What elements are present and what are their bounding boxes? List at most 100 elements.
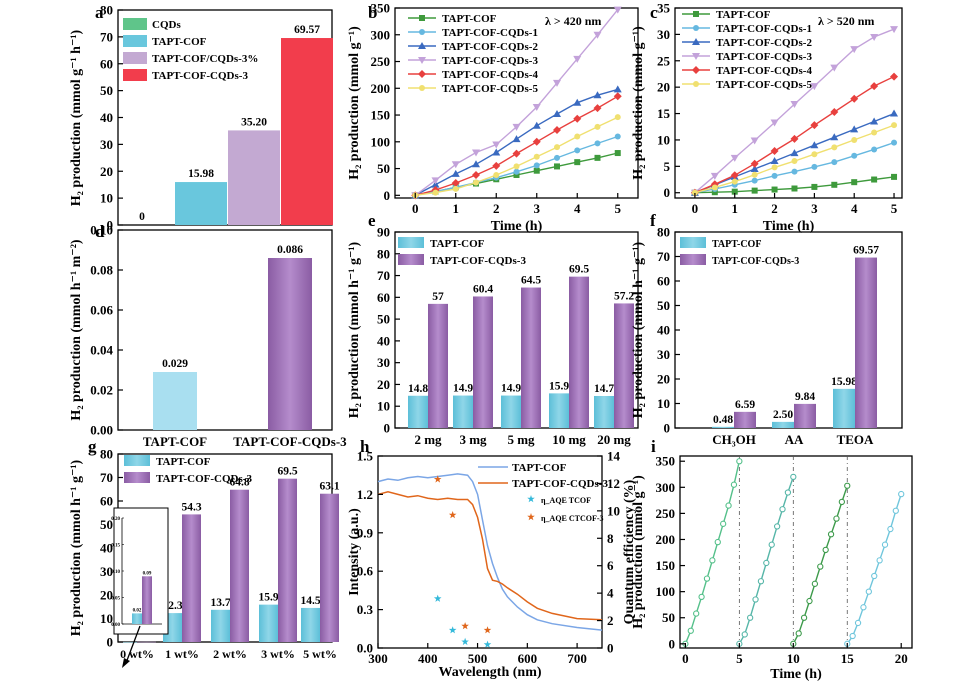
panel-b-point <box>513 171 520 178</box>
panel-i-point <box>887 525 894 533</box>
panel-b-point <box>512 149 521 158</box>
panel-c-point <box>730 171 739 180</box>
panel-b-xlabel: Time (h) <box>491 219 543 234</box>
panel-b-point <box>614 133 621 140</box>
panel-a-bar-label: 35.20 <box>241 116 267 128</box>
panel-b-point <box>613 6 622 14</box>
panel-b-legend-marker <box>419 29 425 35</box>
panel-c-y-tick-label: 30 <box>657 27 670 42</box>
panel-e-bar <box>428 303 448 428</box>
panel-b-point <box>451 179 460 188</box>
panel-g-legend-swatch <box>124 472 150 483</box>
panel-b-x-tick-label: 3 <box>534 201 541 216</box>
panel-c-point <box>751 187 758 194</box>
panel-b-point <box>574 133 581 140</box>
panel-c-point <box>791 158 798 165</box>
panel-b-y-tick-label: 300 <box>371 27 391 42</box>
panel-h-series-line <box>377 491 603 621</box>
panel-b-point <box>554 154 560 161</box>
panel-h-y-tick-label: 0.9 <box>357 525 374 540</box>
panel-i-y-tick-label: 250 <box>656 506 676 521</box>
panel-i-label: i <box>651 437 656 456</box>
panel-a-legend-swatch <box>123 69 147 81</box>
panel-c-x-tick-label: 2 <box>771 201 778 216</box>
panel-i-point <box>687 627 694 634</box>
panel-c-point <box>750 164 759 172</box>
panel-b-y-tick-label: 200 <box>371 81 391 96</box>
panel-b-point <box>532 104 541 112</box>
panel-g-legend-swatch <box>124 455 150 466</box>
panel-e-y-tick-label: 90 <box>377 225 390 240</box>
panel-i-point <box>790 473 797 481</box>
panel-c-legend-label: TAPT-COF-CQDs-3 <box>716 51 812 63</box>
panel-g-x-tick-label: 1 wt% <box>165 647 199 661</box>
panel-g-inset-bar-label: 0.02 <box>133 608 142 613</box>
panel-b-point <box>533 167 540 174</box>
panel-f-y-tick-label: 10 <box>657 396 670 411</box>
panel-g-bar-label: 69.5 <box>277 466 297 478</box>
panel-g-inset-bar <box>132 613 142 624</box>
panel-c-point <box>870 82 879 91</box>
panel-a-y-tick-label: 10 <box>100 191 113 206</box>
panel-i-point <box>876 557 883 564</box>
panel-h-legend-marker <box>527 495 535 503</box>
panel-h-aqe-point <box>483 626 492 634</box>
panel-c-point <box>891 173 898 180</box>
panel-h-label: h <box>360 437 370 456</box>
panel-i-x-tick-label: 0 <box>682 651 689 666</box>
panel-h-x-tick-label: 700 <box>567 651 587 666</box>
panel-h-y-tick-label: 1.5 <box>357 449 374 464</box>
panel-d-y-tick-label: 0.04 <box>90 343 113 358</box>
panel-c-point <box>890 109 899 117</box>
panel-i-point <box>730 481 738 488</box>
panel-g-y-tick-label: 80 <box>100 447 113 462</box>
panel-i-point <box>860 604 867 611</box>
panel-b-point <box>492 141 501 149</box>
panel-c-point <box>750 159 759 168</box>
panel-c-point <box>771 172 778 179</box>
panel-a-legend-swatch <box>123 35 147 47</box>
panel-c-legend-label: TAPT-COF <box>716 9 771 21</box>
panel-e-bar <box>501 395 521 428</box>
panel-e-bar <box>473 296 493 428</box>
panel-a-legend-label: CQDs <box>152 19 181 31</box>
panel-b-legend-marker <box>418 70 426 78</box>
panel-b-y-tick-label: 350 <box>371 1 391 16</box>
panel-f-y-tick-label: 70 <box>657 249 670 264</box>
panel-b-point <box>492 161 501 170</box>
panel-c-legend-label: TAPT-COF-CQDs-4 <box>716 65 812 77</box>
panel-g-ylabel: H₂ production (mmol h⁻¹ g⁻¹) <box>69 459 84 636</box>
panel-h-y2-tick-label: 14 <box>607 449 621 464</box>
panel-f-bar-label: 6.59 <box>735 399 755 411</box>
panel-f-label: f <box>650 211 656 230</box>
panel-c-point <box>871 146 878 153</box>
panel-i-series-line <box>684 461 740 645</box>
panel-g-inset-tick-label: 0.05 <box>111 597 120 602</box>
panel-i-point <box>822 546 829 554</box>
panel-b-point <box>613 85 622 93</box>
panel-c-legend-marker <box>692 53 700 60</box>
panel-e-bar-label: 14.8 <box>408 383 428 395</box>
panel-e-legend-label: TAPT-COF-CQDs-3 <box>430 255 526 267</box>
panel-e-bar <box>453 395 473 428</box>
panel-c-point <box>770 157 779 165</box>
panel-c-point <box>731 188 738 195</box>
panel-e-legend-swatch <box>398 237 424 248</box>
panel-c-series-line <box>694 75 895 194</box>
panel-c-point <box>891 122 898 129</box>
panel-f-y-tick-label: 0 <box>664 421 671 436</box>
panel-c-label: c <box>650 3 658 22</box>
panel-g-y-tick-label: 0 <box>107 635 114 650</box>
panel-b-point <box>431 177 440 185</box>
panel-a-bar-label: 15.98 <box>188 168 214 180</box>
panel-e-legend-label: TAPT-COF <box>430 238 485 250</box>
panel-b-point <box>513 168 520 175</box>
panel-i-x-tick-label: 5 <box>736 651 743 666</box>
panel-b-point <box>472 160 480 168</box>
panel-g-label: g <box>88 437 97 456</box>
panel-h-legend-label: TAPT-COF <box>512 462 567 474</box>
panel-c-x-tick-label: 3 <box>811 201 818 216</box>
panel-b-legend-marker <box>418 42 426 49</box>
panel-c-legend-label: TAPT-COF-CQDs-1 <box>716 23 812 35</box>
panel-h-y2-tick-label: 10 <box>607 503 620 518</box>
